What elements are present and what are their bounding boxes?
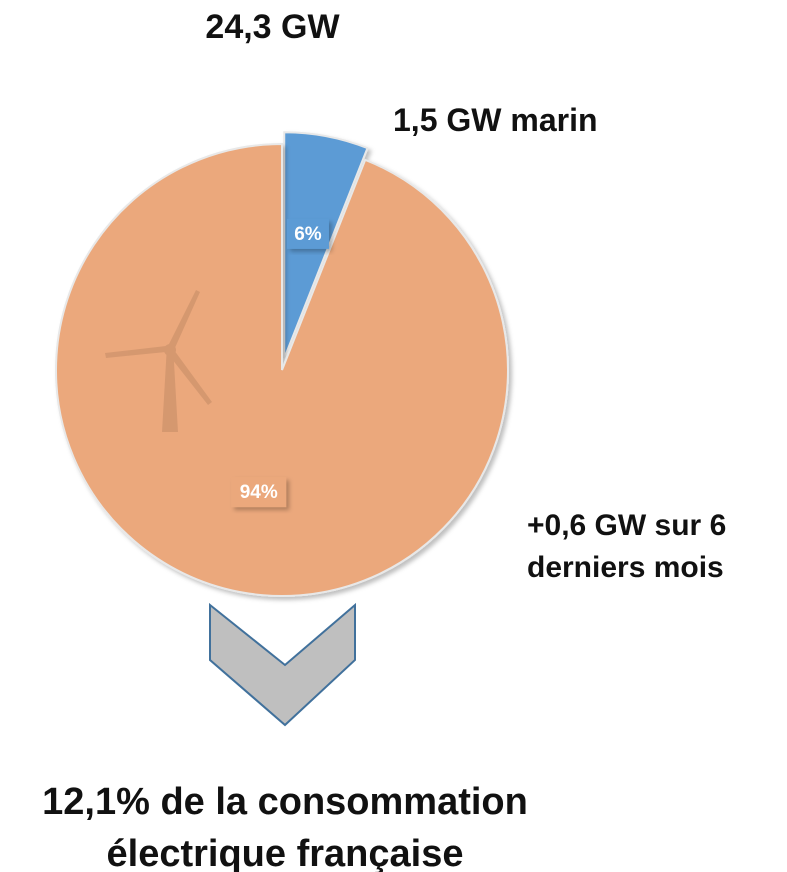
- wind-turbine-icon: [105, 290, 212, 432]
- data-label: 94%: [240, 482, 278, 503]
- pie: 6% 94%: [55, 131, 509, 597]
- data-label-box: [231, 477, 287, 508]
- arrow-down: [209, 602, 356, 727]
- pie-slice: [55, 142, 509, 597]
- footer: 12,1% de la consommation électrique fran…: [42, 781, 528, 872]
- annotation: +0,6 GW sur 6 derniers mois: [527, 509, 727, 584]
- chart-title: 24,3 GW: [205, 8, 340, 46]
- annotation: 1,5 GW marin: [393, 102, 598, 138]
- data-label-box: [286, 218, 329, 249]
- data-label: 6%: [294, 224, 322, 245]
